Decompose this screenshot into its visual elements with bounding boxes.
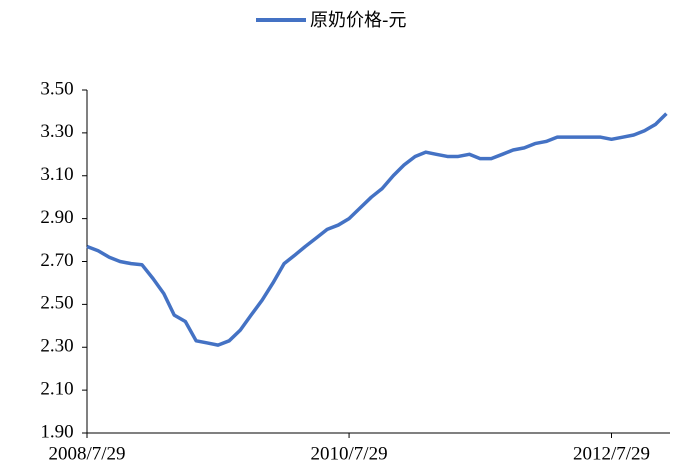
y-tick-label: 2.30 <box>40 336 73 357</box>
y-tick-label: 1.90 <box>40 421 73 442</box>
y-tick-label: 2.50 <box>40 293 73 314</box>
y-tick-label: 2.10 <box>40 378 73 399</box>
y-tick-label: 2.90 <box>40 207 73 228</box>
y-tick-label: 3.50 <box>40 78 73 99</box>
series-line <box>86 112 668 347</box>
y-tick-label: 2.70 <box>40 250 73 271</box>
y-tick-label: 3.30 <box>40 121 73 142</box>
y-tick-label: 3.10 <box>40 164 73 185</box>
x-tick-label: 2010/7/29 <box>311 443 388 464</box>
x-tick-label: 2012/7/29 <box>573 443 650 464</box>
legend-label: 原奶价格-元 <box>310 10 407 31</box>
x-tick-label: 2008/7/29 <box>48 443 125 464</box>
